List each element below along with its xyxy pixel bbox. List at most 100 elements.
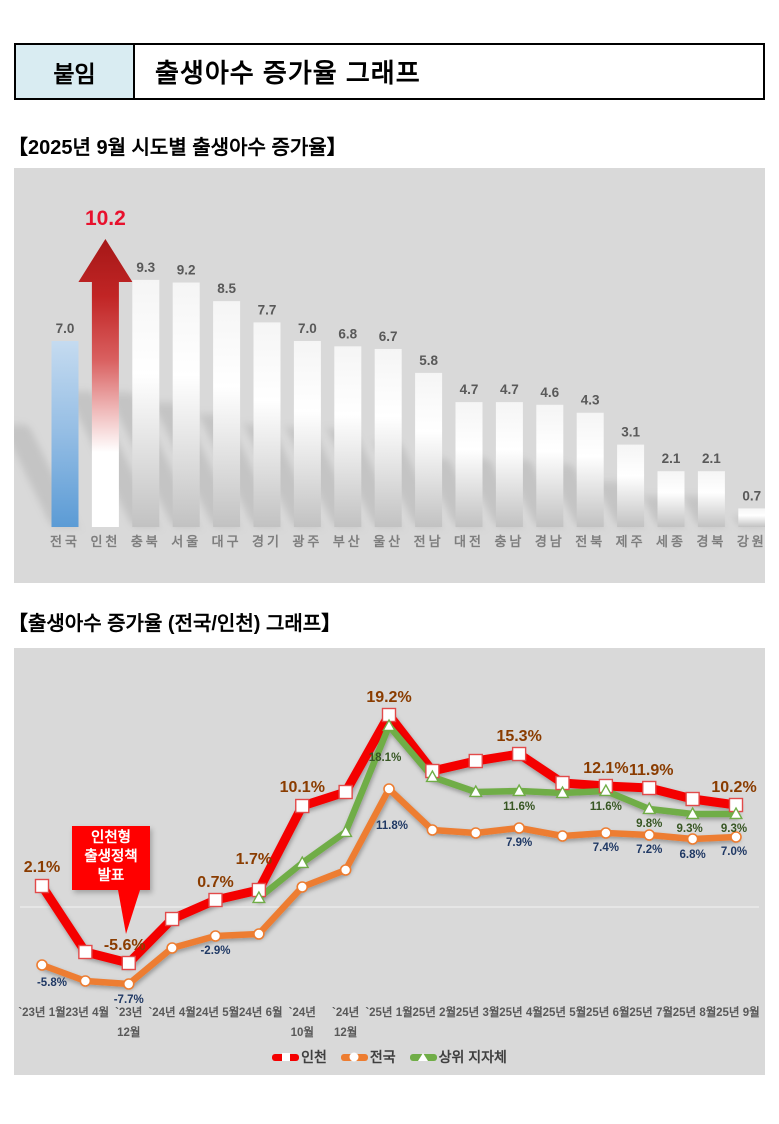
data-point-marker <box>555 785 570 799</box>
series-markers-0 <box>34 707 744 971</box>
data-point-label: 1.7% <box>236 851 272 868</box>
bar <box>495 402 523 527</box>
legend-item-2: 상위 지자체 <box>409 1047 507 1067</box>
x-axis-label: `24년 4월 <box>148 1005 195 1019</box>
section-title-bar-chart: 【2025년 9월 시도별 출생아수 증가율】 <box>8 137 347 159</box>
bar-category-label: 경북 <box>696 534 726 549</box>
series-data-labels-0: 2.1%-5.6%0.7%1.7%10.1%19.2%15.3%12.1% 11.… <box>24 689 757 954</box>
series-data-labels-1: -5.8% -7.7% -2.9% 11.8% 7.9% 7.4% 7.2% 6.8% 7.0% <box>37 820 747 1006</box>
bar <box>253 322 281 527</box>
annotation-line-1: 인천형 <box>90 830 132 846</box>
x-axis-label: `24년 10월 <box>289 1005 316 1039</box>
data-point-label: 7.0% <box>721 846 747 858</box>
data-point-label: -7.7% <box>114 994 144 1006</box>
incheon-arrow-bar <box>78 238 133 527</box>
bar <box>132 279 160 527</box>
data-point-marker <box>36 959 48 971</box>
data-point-label: 11.9% <box>629 762 673 779</box>
legend-marker-triangle <box>409 1053 437 1061</box>
x-axis-label: `23년 1월 <box>18 1005 65 1019</box>
data-point-marker <box>79 975 92 987</box>
data-point-marker <box>512 783 527 797</box>
series-line-2 <box>255 722 740 902</box>
legend-item-1: 전국 <box>340 1047 396 1067</box>
bar-category-label: 대전 <box>454 534 484 549</box>
bar-category-label: 경기 <box>252 534 282 549</box>
data-point-marker <box>686 833 699 845</box>
data-point-label: 7.2% <box>636 844 662 856</box>
bar-value-label: 6.8 <box>338 326 357 341</box>
data-point-marker <box>642 780 657 796</box>
data-point-marker <box>296 881 309 893</box>
data-point-marker <box>468 784 483 798</box>
bar <box>415 372 443 527</box>
x-axis-label: `25년 7월 <box>626 1005 673 1019</box>
bar-value-label: 6.7 <box>379 329 398 344</box>
bar <box>172 282 200 527</box>
data-point-marker <box>598 783 613 797</box>
bar-category-label: 경남 <box>535 534 565 549</box>
data-point-marker <box>556 830 569 842</box>
data-point-marker <box>426 824 439 836</box>
bar-category-label: 충남 <box>494 534 524 549</box>
bar-category-label: 부산 <box>333 534 363 549</box>
legend-label: 상위 지자체 <box>438 1049 507 1065</box>
bar <box>738 508 765 527</box>
bar-category-label: 충북 <box>131 534 161 549</box>
data-point-marker <box>425 769 440 783</box>
data-point-marker <box>383 783 395 795</box>
legend-marker-square <box>272 1053 300 1061</box>
national-bar <box>51 341 79 527</box>
x-axis-label: `25년 3월 <box>452 1005 499 1019</box>
legend-marker-circle <box>340 1052 368 1062</box>
x-axis-label: `25년 6월 <box>582 1005 629 1019</box>
data-point-marker <box>295 855 310 869</box>
x-axis-label: `24년 5월 <box>192 1005 239 1019</box>
bar-value-label: 7.0 <box>56 321 75 336</box>
bar-value-label: 4.7 <box>500 382 519 397</box>
bar-value-label: 2.1 <box>662 451 681 466</box>
x-axis-label: `24년 6월 <box>235 1005 282 1019</box>
data-point-label: 7.4% <box>593 842 619 854</box>
series-markers-2 <box>251 718 743 904</box>
bar-value-label: 4.6 <box>540 385 559 400</box>
x-axis-label: `23년 12월 <box>115 1005 142 1039</box>
data-point-marker <box>209 930 222 942</box>
bar-value-label: 4.3 <box>581 393 600 408</box>
bar-labels: 7.0 전국 10.2 인천 9.3 충북 9.2 서울 8.5 대구 7.7 경기 7.0 광주 6.8 부… <box>50 207 764 549</box>
bars <box>51 238 765 527</box>
data-point-marker <box>208 892 223 908</box>
bar-category-label: 서울 <box>171 534 201 549</box>
bar-category-label: 세종 <box>656 534 686 549</box>
legend-label: 인천 <box>301 1049 327 1065</box>
data-point-label: -5.8% <box>37 977 67 989</box>
data-point-label: -5.6% <box>104 937 146 954</box>
legend-label: 전국 <box>369 1049 396 1065</box>
data-point-label: 19.2% <box>366 689 411 706</box>
bar <box>617 444 645 527</box>
bar <box>293 341 321 527</box>
attachment-badge: 붙임 <box>16 45 135 98</box>
bar <box>334 346 362 527</box>
data-point-marker <box>338 784 353 800</box>
bar-category-label: 광주 <box>292 534 322 549</box>
bar-chart-panel: 7.0 전국 10.2 인천 9.3 충북 9.2 서울 8.5 대구 7.7 경기 7.0 광주 6.8 부… <box>14 168 765 583</box>
data-point-marker <box>166 942 178 954</box>
data-point-marker <box>339 864 352 876</box>
data-point-marker <box>685 791 700 807</box>
data-point-marker <box>642 801 657 815</box>
bar <box>455 402 483 527</box>
bar <box>657 471 685 527</box>
bar <box>374 348 402 527</box>
incheon-arrow-value: 10.2 <box>85 207 126 230</box>
annotation-callout: 인천형 출생정책 발표 <box>72 826 150 934</box>
line-chart-panel: 2.1% -5.6% 0.7% 1.7% 10.1% 19.2% 15.3% 12.1% 11.… <box>14 648 765 1075</box>
bar-category-label: 인천 <box>90 534 120 549</box>
data-point-label: 10.2% <box>711 779 756 796</box>
x-axis-label: `23년 4월 <box>62 1005 109 1019</box>
x-axis-label: `25년 5월 <box>539 1005 586 1019</box>
data-point-label: 9.8% <box>636 818 662 830</box>
data-point-marker <box>382 718 396 732</box>
x-axis-label: `25년 1월 <box>365 1005 412 1019</box>
data-point-marker <box>121 955 136 971</box>
